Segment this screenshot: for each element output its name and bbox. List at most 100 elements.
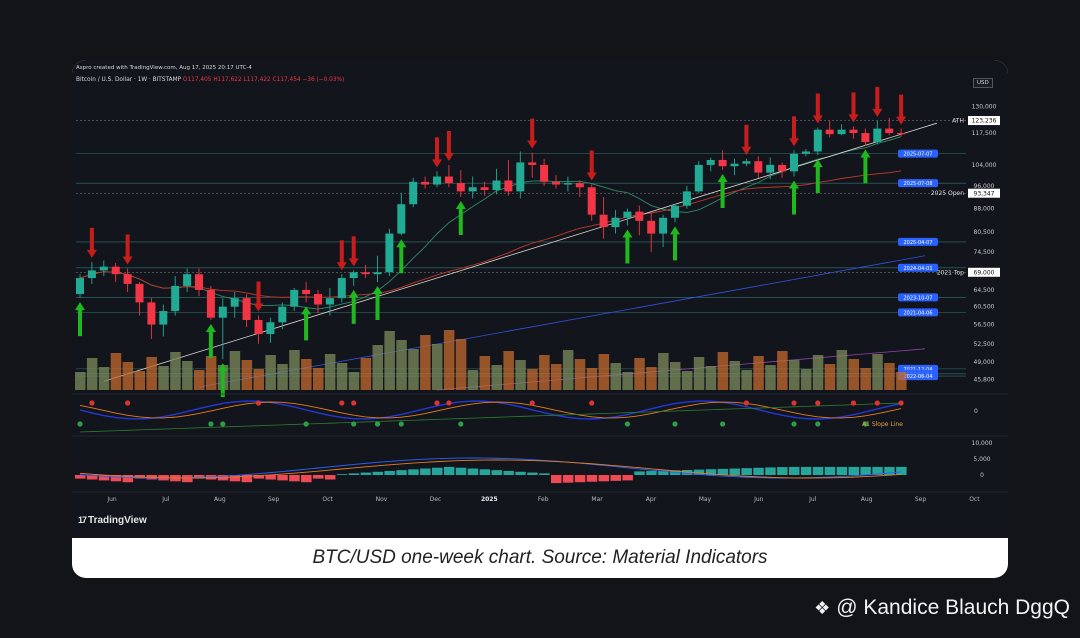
candle-body	[456, 183, 465, 192]
y-tick-label: 88,000	[974, 206, 995, 213]
oscillator-dot-red	[339, 400, 345, 406]
buy-arrow	[348, 289, 359, 324]
candle-body	[659, 217, 668, 234]
macd-bar	[824, 466, 836, 475]
oscillator-line-orange	[79, 401, 902, 419]
candle-body	[397, 204, 406, 234]
buy-arrow	[205, 323, 216, 358]
y-tick-label: 80,500	[974, 229, 995, 236]
macd-bar	[313, 475, 324, 479]
candle-body	[528, 162, 537, 165]
x-tick-label: Apr	[646, 496, 657, 503]
candle-body	[492, 180, 501, 191]
oscillator-dot-green	[220, 421, 226, 427]
buy-arrow	[789, 180, 799, 215]
macd-bar	[705, 469, 717, 475]
volume-bar	[205, 356, 217, 390]
candle-body	[325, 298, 334, 305]
volume-bar	[110, 353, 122, 390]
candle-body	[766, 164, 775, 173]
candle-body	[433, 176, 441, 185]
oscillator-dot-green	[791, 421, 797, 427]
macd-bar	[265, 475, 276, 480]
candle-body	[421, 181, 430, 185]
candle-body	[754, 161, 763, 173]
volume-bar	[741, 370, 752, 390]
volume-bar	[372, 345, 383, 390]
currency-button[interactable]: USD	[973, 78, 993, 88]
candle-body	[575, 183, 584, 188]
level-label: 2022-06-04	[903, 374, 932, 380]
macd-bar	[729, 468, 740, 475]
macd-bar	[479, 469, 491, 475]
candle-body	[111, 266, 120, 275]
sell-arrow	[789, 116, 799, 147]
volume-bar	[170, 352, 181, 390]
macd-bar	[491, 470, 502, 475]
oscillator-dot-green	[208, 421, 214, 427]
buy-arrow	[372, 285, 383, 320]
candle-body	[480, 187, 489, 191]
volume-bar	[658, 353, 669, 390]
watermark-text: @ Kandice Blauch DggQ	[836, 596, 1070, 619]
sell-arrow	[348, 236, 359, 267]
volume-bar	[860, 368, 871, 390]
oscillator-dot-green	[374, 421, 381, 427]
x-tick-label: Dec	[430, 496, 442, 503]
volume-bar	[455, 339, 467, 390]
x-tick-label: Sep	[268, 496, 280, 503]
buy-arrow	[812, 159, 823, 194]
volume-bar	[729, 361, 740, 390]
macd-bar	[432, 467, 443, 475]
open-value: O117,405	[182, 77, 212, 83]
oscillator-dot-green	[862, 421, 869, 427]
x-tick-label: Jul	[808, 496, 817, 503]
price-level-box	[968, 116, 1000, 126]
price-level-name: 2025 Open	[931, 190, 964, 197]
volume-bar	[265, 355, 276, 390]
x-tick-label: Feb	[538, 496, 549, 503]
volume-bar	[681, 371, 693, 390]
volume-bar	[765, 365, 776, 390]
volume-bar	[420, 335, 431, 390]
change-value: −36 (−0.03%)	[302, 77, 345, 83]
macd-bar	[539, 473, 550, 475]
macd-bar	[848, 466, 859, 475]
volume-bar	[146, 357, 157, 390]
oscillator-dot-red	[589, 400, 595, 406]
oscillator-dot-red	[255, 400, 262, 406]
candle-body	[242, 298, 251, 320]
volume-bar	[717, 352, 729, 390]
macd-bar	[610, 475, 621, 481]
candle-body	[218, 306, 227, 318]
tradingview-chart[interactable]: 130,000 117,500 104,000 96,000 88,000 80,500 7…	[72, 60, 1008, 538]
volume-bar	[134, 371, 145, 390]
macd-bar	[884, 466, 895, 475]
candle-body	[849, 129, 858, 134]
macd-bar	[194, 475, 205, 479]
candle-body	[230, 298, 239, 307]
sell-arrow	[872, 86, 883, 117]
macd-bar	[872, 466, 883, 475]
volume-bar	[586, 368, 598, 390]
x-tick-label: Mar	[591, 496, 603, 503]
volume-bar	[479, 356, 491, 390]
sell-arrow	[741, 124, 752, 155]
volume-bar	[86, 358, 98, 390]
macd-bar	[527, 472, 538, 475]
y-tick-label: 60,500	[974, 304, 995, 311]
macd-bar	[777, 467, 788, 475]
level-label: 2021-04-06	[903, 310, 932, 316]
candle-body	[837, 129, 846, 135]
volume-bar	[384, 331, 395, 390]
macd-bar	[277, 475, 288, 481]
x-tick-label: Aug	[214, 496, 226, 503]
buy-arrow	[717, 174, 728, 209]
chart-caption: BTC/USD one-week chart. Source: Material…	[312, 547, 768, 568]
oscillator-dot-red	[898, 400, 904, 406]
oscillator-line-green	[79, 402, 902, 433]
candle-body	[159, 311, 168, 325]
level-tag	[898, 237, 938, 246]
macd-bar	[443, 466, 455, 475]
ohlc-line: Bitcoin / U.S. Dollar · 1W · BITSTAMP O1…	[76, 77, 344, 83]
